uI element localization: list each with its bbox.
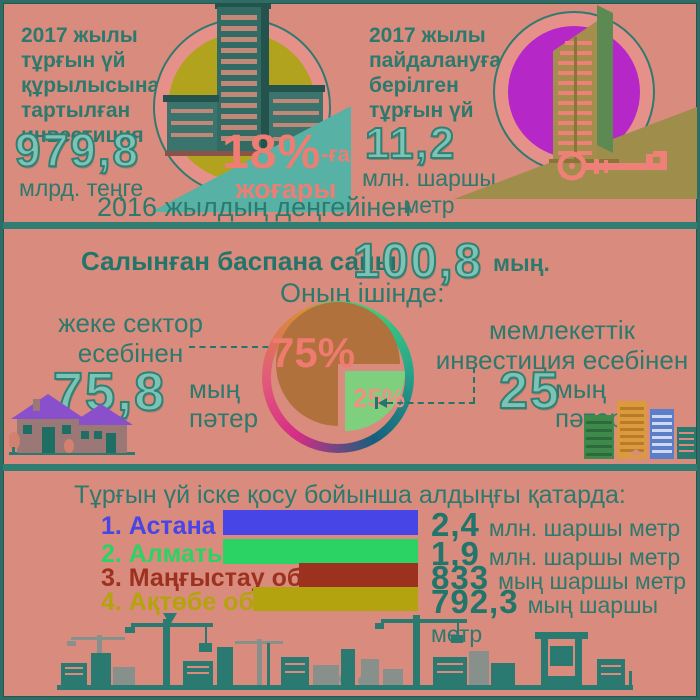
region-bar-mangystau [299,563,418,587]
region-name-astana: 1. Астана [101,512,216,540]
growth-triangle [151,106,351,212]
dwellings-total-value: 100,8 [352,234,484,289]
apartment-tower-illustration [549,5,619,163]
dwellings-title: Салынған баспана саны [81,246,397,276]
office-building-illustration [163,3,325,156]
region-value-unit: млн. шаршы метр [488,544,681,570]
region-value-unit: мың шаршы метр [431,592,659,647]
region-value-aktobe: 792,3 мың шаршы метр [431,583,697,648]
region-value-mangystau: 833 мың шаршы метр [431,559,686,597]
private-sector-unit: мың пәтер [189,374,259,433]
growth-base-label: 2016 жылдың деңгейінен [97,192,412,222]
investment-value: 979,8 [14,123,141,177]
region-bar-aktobe [253,587,418,611]
houses-illustration [9,394,135,455]
growth-value: 18% [222,126,322,179]
growth-word: жоғары [235,174,337,204]
commissioned-value: 11,2 [364,118,457,169]
state-investment-label: мемлекеттік инвестиция есебінен [435,315,689,375]
state-investment-connector [373,367,483,411]
section-divider-bottom [3,464,697,471]
region-value-almaty: 1,9 млн. шаршы метр [431,535,680,573]
construction-site-illustration [57,613,633,690]
region-value-astana: 2,4 млн. шаршы метр [431,506,680,544]
dwellings-total-unit: мың. [493,250,550,276]
region-value-number: 792,3 [431,583,519,620]
region-value-number: 2,4 [431,506,480,543]
investment-title: 2017 жылы тұрғын үй құрылысына тартылған… [21,24,160,147]
investment-unit: млрд. теңге [19,175,144,201]
regions-title: Тұрғын үй іске қосу бойынша алдыңғы қата… [74,481,626,509]
region-value-number: 1,9 [431,535,480,572]
key-icon [557,151,667,181]
region-bar-almaty [223,539,418,564]
region-value-number: 833 [431,559,490,596]
region-name-aktobe: 4. Ақтөбе обл [101,588,270,616]
section-divider-top [3,222,697,229]
region-name-almaty: 2. Алматы [101,540,229,568]
private-sector-label: жеке сектор есебінен [58,308,203,368]
pie-label-75: 75% [271,329,356,376]
dwellings-subtitle: Оның ішінде: [280,278,445,308]
state-investment-value: 25 [498,361,561,421]
city-buildings-illustration [584,401,696,459]
region-bar-astana [223,510,418,535]
commissioned-unit: млн. шаршы метр [362,165,496,218]
region-value-unit: мың шаршы метр [498,568,687,594]
growth-suffix: -ға [321,141,350,167]
region-value-unit: млн. шаршы метр [488,515,681,541]
growth-callout: 18%-ға жоғары [221,125,351,205]
commissioned-title: 2017 жылы пайдалануға берілген тұрғын үй [369,24,502,122]
